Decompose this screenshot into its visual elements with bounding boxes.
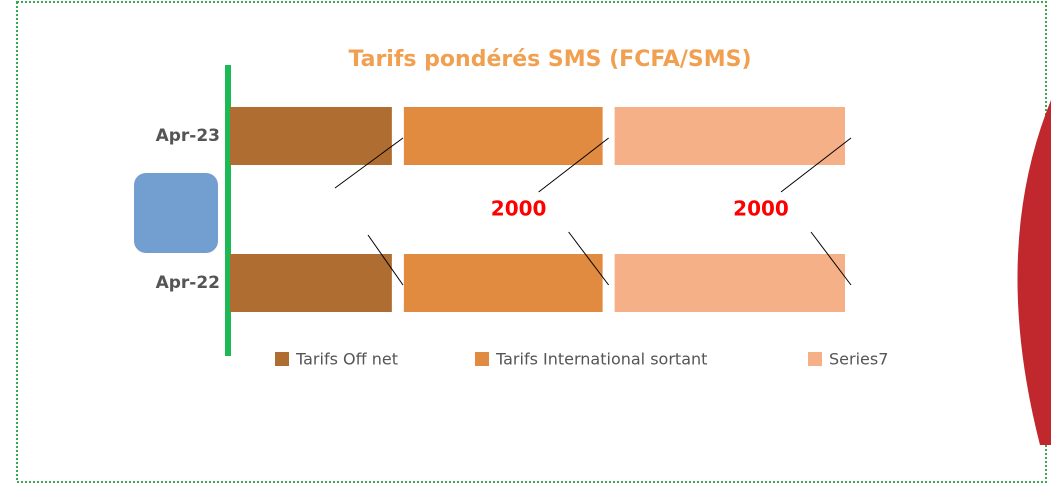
leader-line — [568, 231, 610, 286]
bar — [403, 254, 603, 312]
chart-title: Tarifs pondérés SMS (FCFA/SMS) — [348, 47, 751, 72]
legend-swatch — [475, 352, 489, 366]
y-tick-label: Apr-22 — [156, 273, 220, 293]
leader-line — [780, 137, 852, 193]
legend-swatch — [808, 352, 822, 366]
annotation: 2000 — [491, 197, 547, 221]
leader-line — [367, 234, 404, 286]
legend-label: Series7 — [829, 350, 888, 369]
bar — [403, 107, 603, 165]
y-tick-label: Apr-23 — [156, 126, 220, 146]
legend-label: Tarifs Off net — [295, 350, 398, 369]
bar — [614, 254, 845, 312]
bar — [614, 107, 845, 165]
decor-shape — [1017, 100, 1051, 445]
decor-box — [134, 173, 218, 253]
leader-line — [538, 137, 609, 193]
bar — [230, 107, 392, 165]
leader-line — [810, 231, 852, 286]
leader-line — [334, 137, 404, 189]
annotation: 2000 — [733, 197, 789, 221]
legend-swatch — [275, 352, 289, 366]
bar — [230, 254, 392, 312]
legend-label: Tarifs International sortant — [495, 350, 707, 369]
